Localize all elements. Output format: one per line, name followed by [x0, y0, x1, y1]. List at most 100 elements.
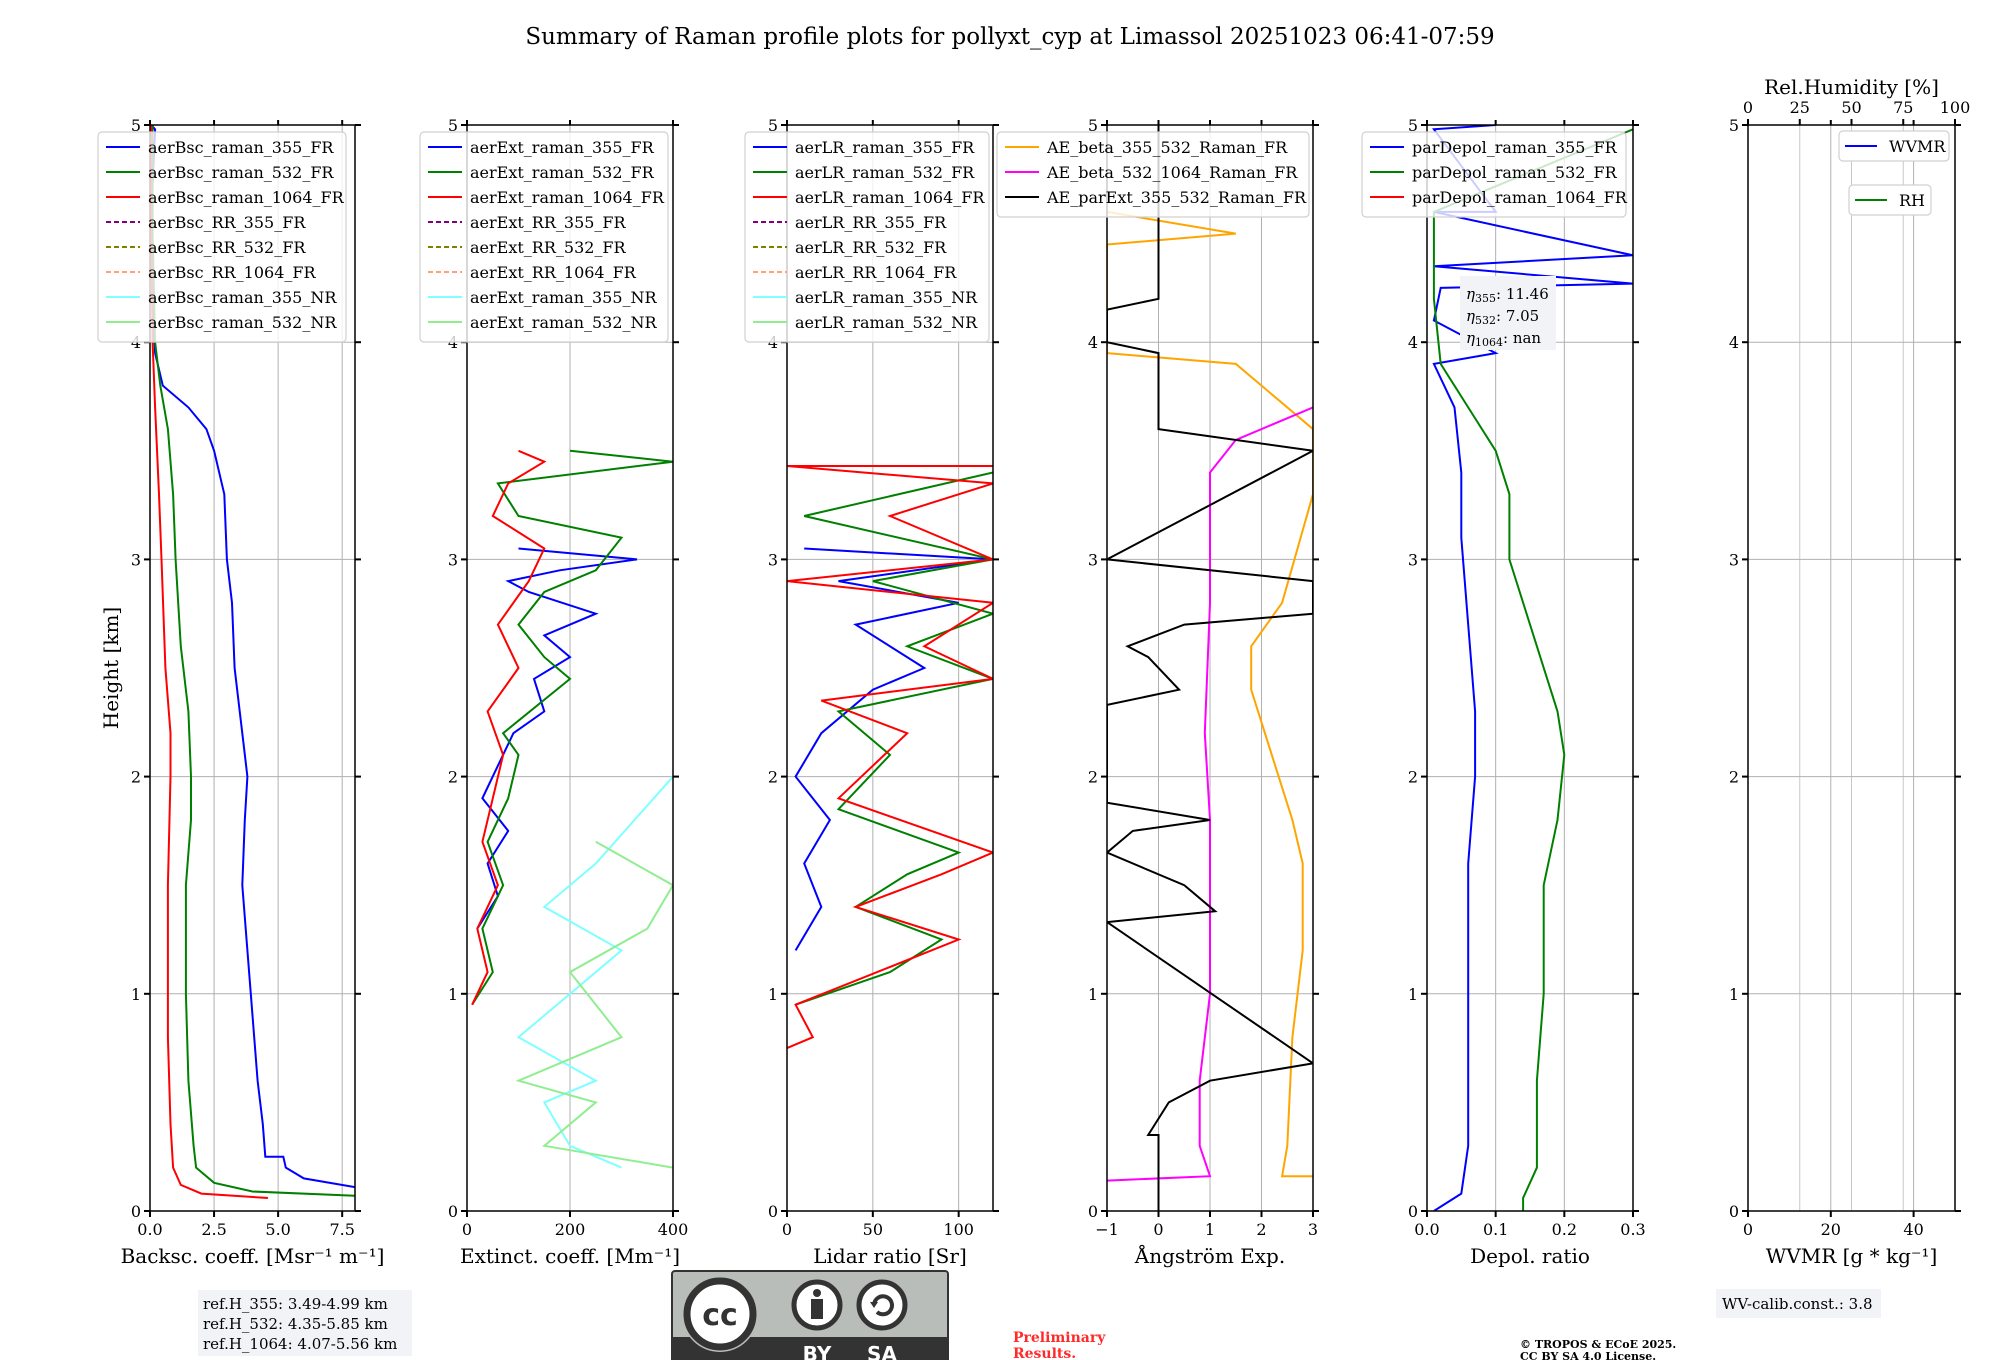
x-tick-label: 100	[943, 1220, 974, 1239]
y-tick-label: 4	[1088, 333, 1098, 352]
y-tick-label: 3	[131, 550, 141, 569]
x2-tick-label: 75	[1893, 98, 1913, 117]
y-tick-label: 3	[1088, 550, 1098, 569]
x2-tick-label: 50	[1841, 98, 1861, 117]
x2-tick-label: 25	[1790, 98, 1810, 117]
y-tick-label: 2	[1408, 768, 1418, 787]
x-tick-label: 0.0	[137, 1220, 162, 1239]
x-tick-label: 0	[462, 1220, 472, 1239]
y-tick-label: 1	[448, 985, 458, 1004]
y-tick-label: 3	[1729, 550, 1739, 569]
panel-lidar-ratio: 0 50 100 0 1 2 3 4 5 Lidar ratio [Sr] aerLR_raman_…	[744, 116, 999, 1268]
x-tick-label: 400	[658, 1220, 689, 1239]
y-tick-label: 5	[1088, 116, 1098, 135]
copyright-line1: © TROPOS & ECoE 2025.	[1520, 1338, 1676, 1351]
y-tick-label: 1	[1729, 985, 1739, 1004]
x2-tick-label: 0	[1743, 98, 1753, 117]
series-aerExt_raman_532_NR	[515, 840, 673, 1169]
legend-label: aerLR_raman_355_NR	[795, 288, 978, 307]
legend-label: aerLR_raman_532_FR	[795, 163, 975, 182]
axes-frame	[1426, 124, 1634, 1212]
ref-height-532: ref.H_532: 4.35-5.85 km	[203, 1315, 388, 1333]
y-tick-label: 1	[768, 985, 778, 1004]
legend: aerExt_raman_355_FR aerExt_raman_532_FRae…	[419, 131, 669, 343]
x-tick-label: 50	[863, 1220, 883, 1239]
eta-532: η532: 7.05	[1466, 307, 1539, 327]
y-tick-label: 4	[1408, 333, 1418, 352]
y-tick-label: 3	[448, 550, 458, 569]
legend-label: aerExt_RR_532_FR	[470, 238, 627, 257]
y-tick-label: 3	[768, 550, 778, 569]
legend: aerLR_raman_355_FR aerLR_raman_532_FR aerL…	[744, 131, 990, 343]
preliminary-label-line1: Preliminary	[1013, 1330, 1106, 1346]
legend-label: parDepol_raman_355_FR	[1412, 138, 1618, 157]
series-aerExt_raman_1064_FR	[471, 449, 547, 1006]
series-aerLR_raman_532_FR	[795, 471, 993, 1006]
sa-label: SA	[867, 1342, 897, 1360]
x-tick-label: 200	[555, 1220, 586, 1239]
ref-height-box: ref.H_355: 3.49-4.99 km ref.H_532: 4.35-…	[198, 1290, 412, 1356]
x-tick-label: 5.0	[265, 1220, 290, 1239]
legend-label: aerLR_RR_1064_FR	[795, 263, 957, 282]
y-tick-label: 0	[1729, 1202, 1739, 1221]
y-tick-label: 3	[1408, 550, 1418, 569]
legend-label: aerExt_raman_532_FR	[470, 163, 655, 182]
panel-backscatter: 0.0 2.5 5.0 7.5 0 1 2 3 4 5 Backsc. coeff. [Msr⁻¹ …	[97, 116, 384, 1268]
y-tick-label: 0	[1408, 1202, 1418, 1221]
x-tick-label: 0.2	[1552, 1220, 1577, 1239]
wv-calib-text: WV-calib.const.: 3.8	[1722, 1295, 1873, 1313]
legend-label: aerLR_raman_1064_FR	[795, 188, 985, 207]
legend-label: aerBsc_raman_355_NR	[148, 288, 337, 307]
legend-label: aerExt_raman_532_NR	[470, 313, 658, 332]
series-aerLR_raman_355_FR	[794, 547, 993, 951]
panel-extinction: 0 200 400 0 1 2 3 4 5 Extinct. coeff. [Mm⁻¹] aerEx…	[419, 116, 689, 1268]
ref-height-1064: ref.H_1064: 4.07-5.56 km	[203, 1335, 397, 1353]
x-tick-label: 0.1	[1483, 1220, 1508, 1239]
legend: WVMR RH	[1838, 130, 1950, 216]
legend: aerBsc_raman_355_FR aerBsc_raman_532_FRae…	[97, 131, 347, 343]
legend-label: aerBsc_raman_1064_FR	[148, 188, 345, 207]
ref-height-355: ref.H_355: 3.49-4.99 km	[203, 1295, 388, 1313]
legend-label: aerBsc_raman_355_FR	[148, 138, 334, 157]
series-aerBsc_raman_532_FR	[151, 125, 355, 1197]
legend-label: AE_parExt_355_532_Raman_FR	[1046, 188, 1307, 207]
y-tick-label: 2	[1729, 768, 1739, 787]
legend-label: aerBsc_RR_1064_FR	[148, 263, 317, 282]
x-tick-label: 0	[782, 1220, 792, 1239]
legend-label: parDepol_raman_532_FR	[1412, 163, 1618, 182]
legend: parDepol_raman_355_FR parDepol_raman_532_…	[1361, 131, 1628, 218]
y-tick-label: 2	[131, 768, 141, 787]
y-tick-label: 4	[768, 333, 778, 352]
x2-axis-label: Rel.Humidity [%]	[1764, 75, 1939, 99]
y-tick-label: 5	[1729, 116, 1739, 135]
y-axis-label: Height [km]	[99, 607, 123, 729]
cc-text: cc	[702, 1298, 738, 1333]
legend-label: aerLR_raman_355_FR	[795, 138, 975, 157]
y-tick-label: 5	[1408, 116, 1418, 135]
y-tick-label: 0	[1088, 1202, 1098, 1221]
x-tick-label: 1	[1205, 1220, 1215, 1239]
x-tick-label: 3	[1308, 1220, 1318, 1239]
x-axis-label: Extinct. coeff. [Mm⁻¹]	[460, 1244, 680, 1268]
series-aerExt_raman_355_NR	[516, 775, 673, 1169]
y-tick-label: 4	[131, 333, 141, 352]
panel-depolarization: 0.0 0.1 0.2 0.3 0 1 2 3 4 5 Depol. ratio parDepol_r…	[1361, 116, 1646, 1268]
copyright-line2: CC BY SA 4.0 License.	[1520, 1350, 1656, 1360]
preliminary-label-line2: Results.	[1013, 1346, 1076, 1360]
x-tick-label: 0	[1743, 1220, 1753, 1239]
legend-label: aerExt_raman_355_FR	[470, 138, 655, 157]
y-tick-label: 4	[448, 333, 458, 352]
x-tick-label: 0.0	[1414, 1220, 1439, 1239]
x-tick-label: 2	[1256, 1220, 1266, 1239]
x-tick-label: 2.5	[201, 1220, 226, 1239]
legend-label: AE_beta_532_1064_Raman_FR	[1046, 163, 1298, 182]
cc-icon: cc	[682, 1276, 758, 1352]
series-aerExt_raman_532_FR	[471, 449, 673, 1006]
legend-label: WVMR	[1889, 137, 1946, 156]
legend-label: aerExt_raman_355_NR	[470, 288, 658, 307]
eta-1064: η1064: nan	[1466, 329, 1541, 349]
y-tick-label: 2	[448, 768, 458, 787]
